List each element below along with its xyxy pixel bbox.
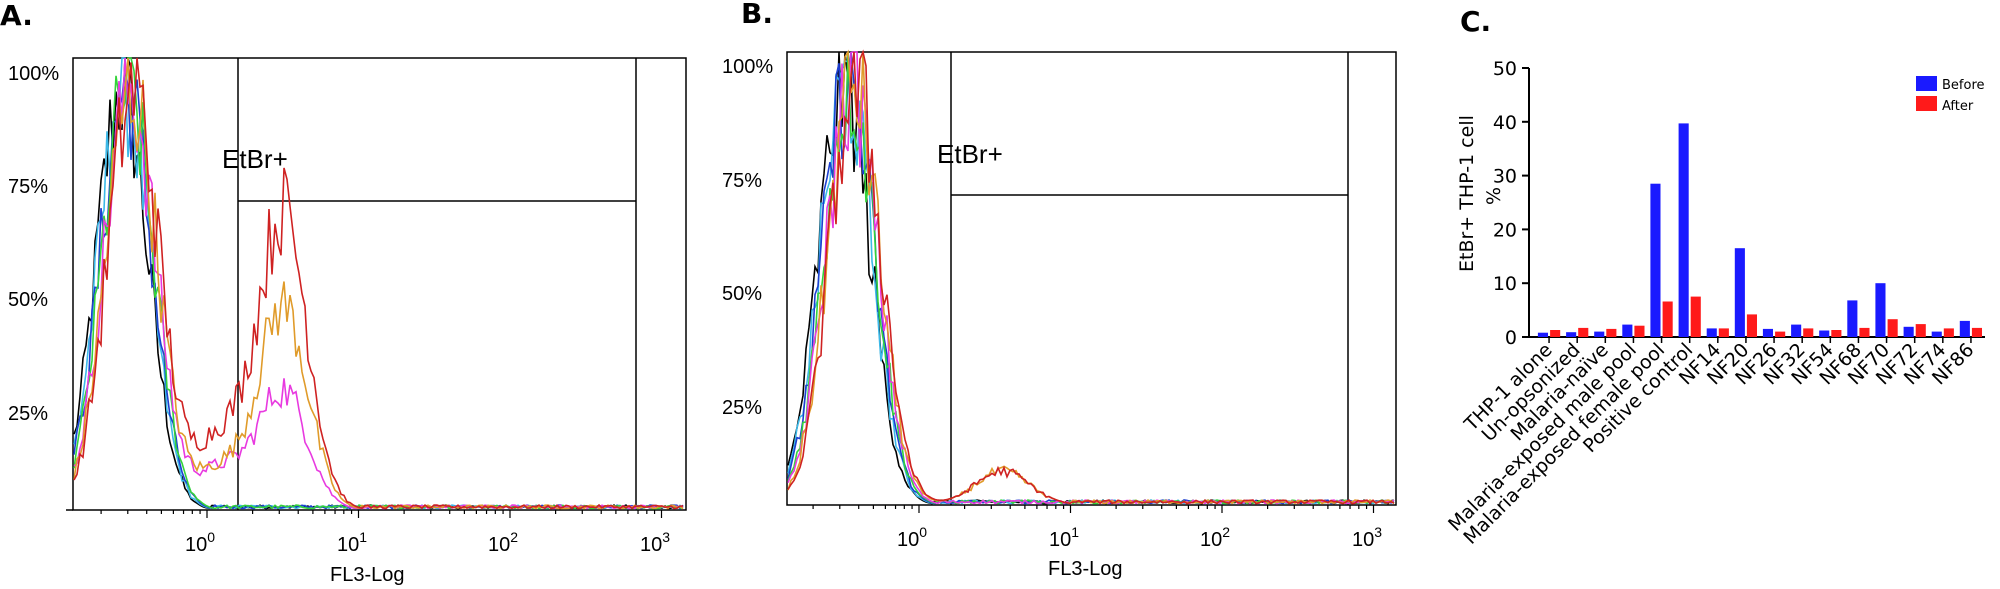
bar-after [1831, 330, 1842, 337]
panel-b-gate-label: EtBr+ [937, 139, 1003, 169]
histogram-series-line [787, 49, 1395, 505]
bar-after [1859, 327, 1870, 337]
panel-c-y-axis-title-line1: EtBr+ THP-1 cell [1456, 115, 1478, 272]
panel-b-letter: B. [741, 0, 773, 30]
panel-b-xtick-label-2: 102 [1200, 524, 1230, 551]
panel-b-histogram: EtBr+ 100% 75% 50% 25% 100 101 102 103 F… [722, 49, 1397, 580]
bar-after [1606, 328, 1617, 337]
histogram-series-line [787, 51, 1395, 505]
bar-before [1931, 331, 1942, 337]
panel-a-gate-label: EtBr+ [222, 144, 288, 174]
panel-a-x-minor-ticks [100, 510, 663, 518]
bar-after [1971, 327, 1982, 337]
panel-a-x-axis-title: FL3-Log [330, 564, 405, 586]
bar-after [1662, 301, 1673, 337]
panel-a-histogram: EtBr+ 100% 75% 50% 25% 100 101 102 103 F… [8, 57, 687, 586]
bar-after [1746, 314, 1757, 337]
bar-before [1847, 300, 1858, 337]
panel-c-y-tick-label: 20 [1493, 219, 1517, 241]
panel-b-ytick-25: 25% [722, 397, 762, 419]
bar-after [1915, 324, 1926, 337]
histogram-series-line [73, 57, 684, 510]
bar-before [1678, 123, 1689, 338]
panel-c-y-tick-label: 40 [1493, 112, 1517, 134]
bar-before [1762, 328, 1773, 337]
legend-swatch-after [1916, 96, 1937, 111]
bar-after [1943, 328, 1954, 337]
bar-before [1650, 183, 1661, 337]
histogram-series-line [787, 51, 1395, 505]
panel-b-x-axis-title: FL3-Log [1048, 558, 1123, 580]
panel-a-xtick-label-0: 100 [185, 529, 215, 556]
bar-before [1594, 331, 1605, 337]
panel-c-y-tick-label: 0 [1505, 327, 1517, 349]
histogram-series-line [73, 57, 684, 510]
histogram-series-line [787, 51, 1395, 505]
bar-before [1875, 283, 1886, 337]
panel-c-y-tick-label: 50 [1493, 58, 1517, 80]
panel-a-xtick-label-3: 103 [640, 529, 670, 556]
bar-before [1903, 326, 1914, 337]
histogram-series-line [787, 59, 1395, 505]
panel-b-ytick-75: 75% [722, 170, 762, 192]
bar-before [1819, 330, 1830, 337]
panel-c-bars [1537, 123, 1982, 338]
panel-b-ytick-50: 50% [722, 283, 762, 305]
histogram-series-line [73, 57, 684, 510]
panel-a-ytick-25: 25% [8, 403, 48, 425]
legend-label-before: Before [1942, 78, 1985, 93]
bar-after [1690, 296, 1701, 337]
panel-c-y-axis-title-line2: % [1483, 187, 1505, 205]
bar-after [1718, 328, 1729, 337]
bar-before [1537, 332, 1548, 337]
panel-c-bar-chart: EtBr+ THP-1 cell % 0 10 20 30 40 50 THP-1 alo… [1444, 58, 1985, 549]
bar-before [1959, 320, 1970, 337]
panel-a-ytick-50: 50% [8, 289, 48, 311]
panel-b-x-minor-ticks [812, 505, 1375, 513]
panel-b-plot-frame [786, 51, 1397, 506]
bar-after [1887, 319, 1898, 337]
histogram-series-line [787, 49, 1395, 505]
histogram-series-line [787, 51, 1395, 505]
panel-b-xtick-label-3: 103 [1352, 524, 1382, 551]
bar-before [1734, 248, 1745, 337]
panel-c-letter: C. [1460, 5, 1491, 38]
bar-before [1791, 324, 1802, 337]
bar-before [1566, 332, 1577, 337]
panel-b-histogram-lines [787, 49, 1395, 505]
histogram-series-line [73, 69, 684, 510]
bar-after [1775, 331, 1786, 337]
panel-c-y-tick-label: 30 [1493, 166, 1517, 188]
panel-a-histogram-lines [73, 57, 684, 510]
panel-b-xtick-label-1: 101 [1049, 524, 1079, 551]
panel-c-category-labels: THP-1 aloneUn-opsonizedMalaria-naïveMala… [1444, 337, 1978, 549]
histogram-series-line [73, 57, 684, 510]
bar-after [1634, 325, 1645, 337]
panel-a-ytick-75: 75% [8, 176, 48, 198]
bar-after [1550, 330, 1561, 337]
bar-before [1622, 324, 1633, 337]
bar-after [1578, 327, 1589, 337]
panel-a-letter: A. [0, 0, 33, 32]
legend-label-after: After [1942, 99, 1974, 114]
legend-swatch-before [1916, 76, 1937, 91]
panel-a-xtick-label-1: 101 [337, 529, 367, 556]
panel-a-ytick-100: 100% [8, 63, 59, 85]
bar-after [1803, 328, 1814, 337]
histogram-series-line [73, 57, 684, 510]
bar-before [1706, 328, 1717, 337]
panel-c-y-tick-label: 10 [1493, 273, 1517, 295]
panel-b-xtick-label-0: 100 [897, 524, 927, 551]
panel-a-xtick-label-2: 102 [488, 529, 518, 556]
panel-a-plot-frame [72, 57, 687, 511]
panel-b-ytick-100: 100% [722, 56, 773, 78]
panel-c-legend: Before After [1916, 76, 1985, 114]
histogram-series-line [73, 57, 684, 510]
